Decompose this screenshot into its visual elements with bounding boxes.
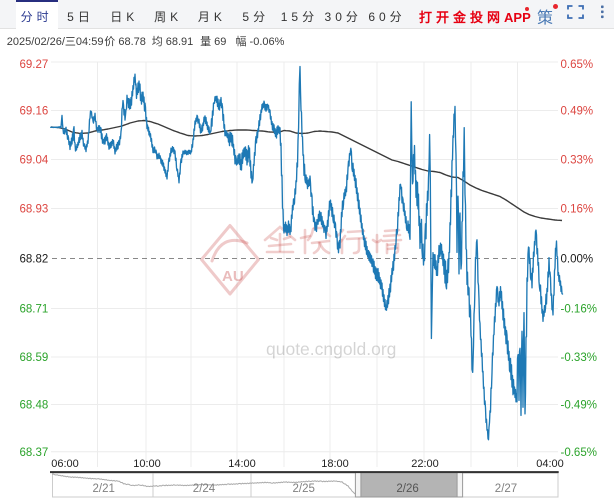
- svg-text:69.04: 69.04: [20, 155, 49, 167]
- svg-text:2/25: 2/25: [293, 483, 315, 495]
- svg-text:-0.49%: -0.49%: [561, 400, 597, 412]
- svg-text:-0.33%: -0.33%: [561, 352, 597, 364]
- svg-text:04:00: 04:00: [536, 458, 564, 470]
- svg-text:68.82: 68.82: [20, 254, 49, 266]
- svg-text:2/21: 2/21: [93, 483, 115, 495]
- svg-text:68.37: 68.37: [20, 447, 49, 459]
- svg-text:68.93: 68.93: [20, 204, 49, 216]
- svg-text:06:00: 06:00: [51, 458, 79, 470]
- svg-text:-0.16%: -0.16%: [561, 304, 597, 316]
- svg-text:quote.cngold.org: quote.cngold.org: [266, 339, 396, 359]
- svg-text:10:00: 10:00: [133, 458, 161, 470]
- svg-text:68.48: 68.48: [20, 400, 49, 412]
- svg-text:0.49%: 0.49%: [561, 106, 594, 118]
- svg-text:-0.65%: -0.65%: [561, 447, 597, 459]
- svg-text:14:00: 14:00: [228, 458, 256, 470]
- svg-text:69.27: 69.27: [20, 59, 49, 71]
- svg-text:2/24: 2/24: [193, 483, 216, 495]
- svg-text:0.16%: 0.16%: [561, 204, 594, 216]
- svg-text:68.59: 68.59: [20, 352, 49, 364]
- svg-text:2/26: 2/26: [396, 483, 418, 495]
- svg-text:69.16: 69.16: [20, 106, 49, 118]
- svg-text:0.00%: 0.00%: [561, 254, 594, 266]
- svg-text:68.71: 68.71: [20, 304, 49, 316]
- svg-text:22:00: 22:00: [411, 458, 439, 470]
- svg-text:0.65%: 0.65%: [561, 59, 594, 71]
- svg-text:AU: AU: [222, 268, 244, 285]
- svg-text:18:00: 18:00: [321, 458, 349, 470]
- svg-text:2/27: 2/27: [495, 483, 517, 495]
- svg-text:0.33%: 0.33%: [561, 155, 594, 167]
